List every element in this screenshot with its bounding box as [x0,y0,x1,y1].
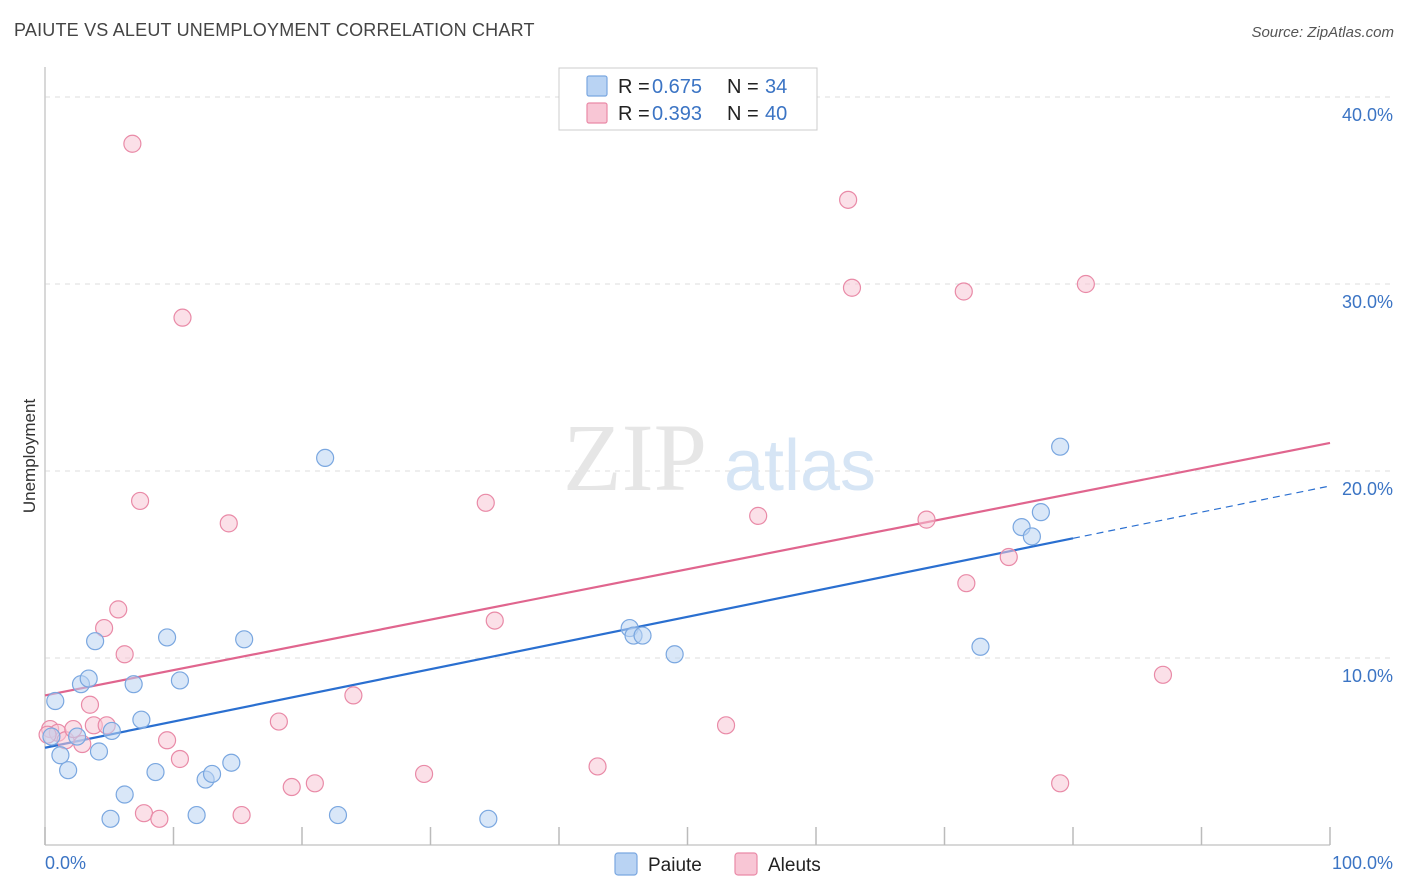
source-label: Source: ZipAtlas.com [1251,24,1394,41]
bottom-legend: Paiute Aleuts [614,852,821,876]
point-paiute-11 [101,809,120,828]
y-tick-label-3: 40.0% [1342,105,1393,125]
point-paiute-13 [132,710,151,729]
axes [44,67,1331,846]
point-aleuts-12 [130,491,150,511]
point-paiute-10 [115,785,134,804]
point-paiute-28 [665,645,684,664]
legend-n-label-aleuts: N = [727,103,759,125]
point-aleuts-30 [839,190,858,209]
point-aleuts-15 [157,731,177,750]
point-paiute-9 [102,721,121,741]
data-points [38,134,1173,828]
legend: R = 0.675 N = 34 R = 0.393 N = 40 [558,67,818,131]
point-aleuts-22 [305,774,324,793]
point-aleuts-27 [588,757,607,776]
point-paiute-21 [235,630,254,649]
point-paiute-22 [316,448,335,468]
legend-r-label-aleuts: R = [618,103,650,125]
x-tick-label-0: 0.0% [45,853,86,873]
y-tick-label-0: 10.0% [1342,666,1393,686]
point-aleuts-14 [150,809,169,828]
point-aleuts-29 [749,506,768,525]
legend-n-value-paiute: 34 [765,76,787,98]
point-aleuts-5 [80,695,100,714]
point-aleuts-16 [170,749,190,769]
point-paiute-20 [222,753,241,772]
point-aleuts-31 [842,278,862,297]
point-aleuts-7 [95,618,114,638]
y-tick-labels: 10.0% 20.0% 30.0% 40.0% [1342,105,1393,686]
point-aleuts-38 [1153,665,1173,684]
trend-line-paiute [44,537,1074,749]
point-aleuts-18 [219,514,238,533]
bottom-legend-swatch-aleuts [734,852,758,876]
legend-swatch-aleuts [586,102,608,124]
point-aleuts-26 [485,611,504,630]
point-aleuts-33 [954,282,973,301]
point-paiute-31 [1022,527,1041,546]
point-aleuts-28 [716,716,736,735]
point-aleuts-36 [1051,774,1070,793]
point-paiute-33 [1051,437,1070,456]
point-paiute-32 [1031,503,1050,522]
point-aleuts-20 [269,712,288,731]
point-paiute-4 [68,727,87,746]
point-paiute-2 [51,746,70,765]
legend-r-value-aleuts: 0.393 [652,103,702,125]
point-aleuts-17 [173,308,192,327]
trend-line-aleuts [44,441,1331,697]
legend-swatch-paiute [586,75,608,97]
legend-r-value-paiute: 0.675 [652,76,702,98]
point-aleuts-19 [232,805,251,825]
watermark-atlas: atlas [724,426,876,506]
point-aleuts-25 [476,493,495,512]
chart-title: PAIUTE VS ALEUT UNEMPLOYMENT CORRELATION… [14,20,535,40]
point-paiute-27 [633,626,652,645]
y-axis-label: Unemployment [20,399,39,514]
point-paiute-7 [86,632,105,651]
trend-lines [44,441,1331,749]
x-tick-label-1: 100.0% [1332,853,1393,873]
point-paiute-0 [42,727,61,746]
bottom-legend-label-paiute: Paiute [648,855,702,876]
point-aleuts-11 [123,134,142,153]
bottom-legend-label-aleuts: Aleuts [768,855,821,876]
watermark-zip: ZIP [563,404,707,511]
point-paiute-14 [146,762,165,782]
point-paiute-15 [157,628,177,647]
point-paiute-24 [479,809,498,828]
point-paiute-17 [187,805,206,825]
y-tick-label-1: 20.0% [1342,479,1393,499]
point-paiute-1 [46,691,65,711]
bottom-legend-swatch-paiute [614,852,638,876]
point-aleuts-13 [134,804,154,823]
point-aleuts-10 [115,645,134,664]
grid-lines [45,96,1390,659]
watermark: ZIP atlas [563,404,876,511]
legend-r-label-paiute: R = [618,76,650,98]
point-aleuts-24 [414,764,434,784]
legend-n-value-aleuts: 40 [765,103,787,125]
point-paiute-3 [59,761,78,780]
point-paiute-8 [89,742,109,761]
point-paiute-12 [124,675,143,694]
legend-n-label-paiute: N = [727,76,759,98]
point-paiute-16 [170,671,190,690]
point-aleuts-34 [957,574,976,593]
point-paiute-29 [971,637,990,656]
point-aleuts-32 [917,510,936,529]
y-tick-label-2: 30.0% [1342,292,1393,312]
point-aleuts-21 [282,777,301,797]
point-paiute-6 [79,669,98,688]
point-paiute-19 [202,764,222,784]
x-tick-labels: 0.0% 100.0% [45,853,1393,873]
trend-line-paiute-extension [1072,485,1331,539]
point-aleuts-9 [109,600,128,619]
point-aleuts-35 [999,547,1018,567]
point-aleuts-23 [344,686,363,705]
point-paiute-23 [328,805,348,825]
point-aleuts-37 [1076,274,1095,294]
